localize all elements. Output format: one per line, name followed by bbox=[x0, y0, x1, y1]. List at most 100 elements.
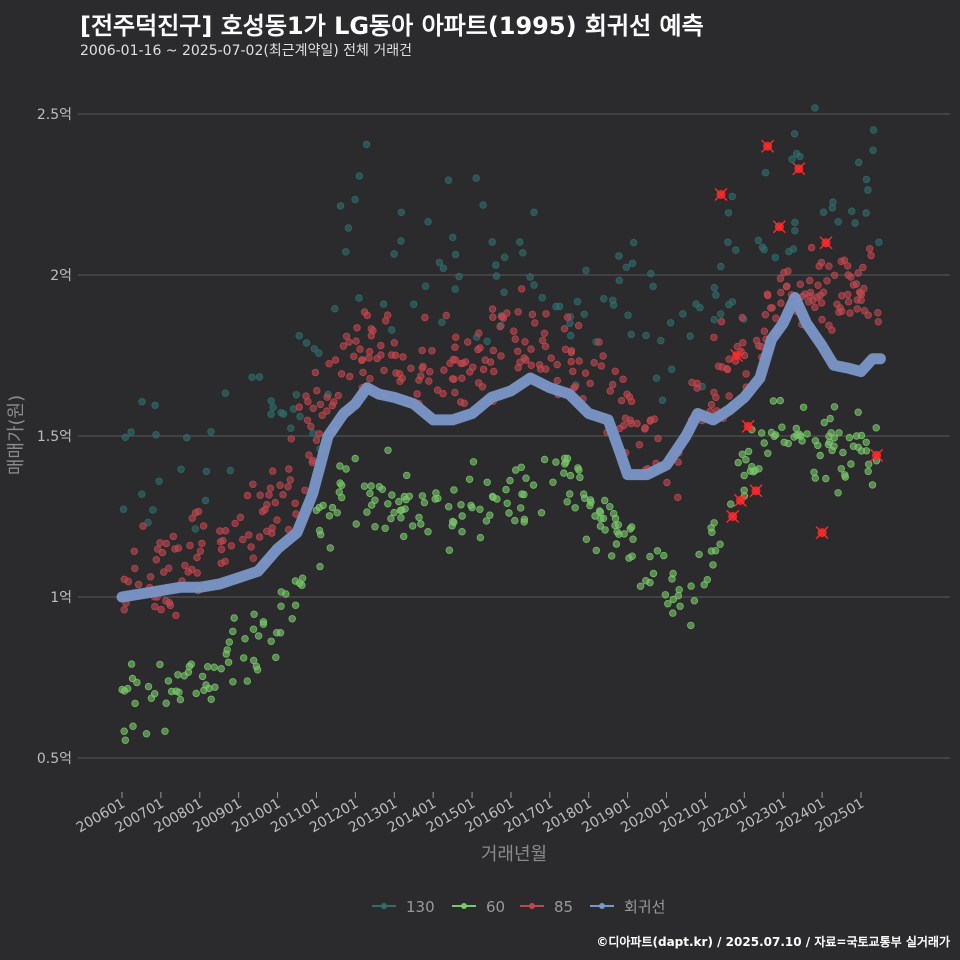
data-point-60 bbox=[502, 485, 510, 494]
data-point-60 bbox=[211, 683, 219, 691]
data-point-85 bbox=[367, 331, 375, 340]
data-point-85 bbox=[172, 611, 180, 620]
data-point-130 bbox=[277, 409, 285, 417]
data-point-60 bbox=[626, 525, 634, 533]
data-point-130 bbox=[302, 339, 311, 347]
regression-line bbox=[116, 292, 886, 603]
data-point-85 bbox=[331, 356, 340, 364]
data-point-60 bbox=[825, 438, 834, 446]
data-point-60 bbox=[776, 396, 784, 405]
data-point-85 bbox=[784, 267, 792, 275]
data-point-60 bbox=[834, 489, 842, 497]
data-point-60 bbox=[612, 540, 621, 548]
data-point-60 bbox=[387, 514, 395, 523]
data-point-85 bbox=[806, 276, 814, 285]
data-point-130 bbox=[451, 250, 460, 259]
data-point-85 bbox=[806, 288, 815, 297]
data-point-85 bbox=[567, 348, 575, 357]
data-point-130 bbox=[696, 303, 704, 312]
data-point-85 bbox=[162, 539, 170, 548]
data-point-60 bbox=[366, 489, 374, 498]
data-point-85 bbox=[451, 343, 459, 351]
data-point-85 bbox=[425, 377, 433, 385]
data-point-60 bbox=[254, 632, 263, 640]
data-point-60 bbox=[764, 449, 772, 457]
data-point-60 bbox=[537, 509, 546, 517]
data-point-130 bbox=[862, 209, 870, 217]
data-point-85 bbox=[469, 363, 477, 371]
data-point-130 bbox=[492, 272, 501, 280]
data-point-85 bbox=[567, 357, 575, 366]
data-point-130 bbox=[296, 412, 304, 421]
data-point-85 bbox=[291, 499, 299, 507]
data-point-85 bbox=[674, 493, 682, 502]
data-point-130 bbox=[649, 282, 657, 291]
data-point-60 bbox=[549, 478, 557, 486]
data-point-85 bbox=[635, 441, 644, 449]
data-point-60 bbox=[522, 474, 530, 482]
data-point-130 bbox=[438, 318, 446, 326]
data-point-60 bbox=[592, 546, 600, 555]
data-point-60 bbox=[336, 462, 344, 470]
data-point-85 bbox=[859, 263, 867, 272]
data-point-85 bbox=[120, 606, 128, 614]
data-point-130 bbox=[410, 300, 418, 308]
data-point-85 bbox=[760, 327, 769, 335]
data-point-60 bbox=[826, 414, 834, 423]
data-point-85 bbox=[717, 317, 726, 326]
data-point-60 bbox=[596, 508, 605, 516]
data-point-85 bbox=[560, 325, 569, 333]
data-point-60 bbox=[338, 493, 346, 502]
data-point-60 bbox=[415, 513, 423, 522]
data-point-85 bbox=[574, 321, 583, 330]
data-point-60 bbox=[835, 429, 843, 437]
data-point-130 bbox=[331, 305, 339, 313]
data-point-85 bbox=[249, 554, 257, 562]
data-point-85 bbox=[611, 367, 619, 375]
y-tick-label: 1.5억 bbox=[37, 429, 72, 445]
data-point-85 bbox=[186, 541, 194, 550]
data-point-60 bbox=[198, 672, 207, 681]
data-point-85 bbox=[227, 542, 236, 550]
data-point-130 bbox=[862, 175, 871, 184]
data-point-130 bbox=[790, 130, 799, 138]
data-point-85 bbox=[188, 514, 196, 522]
y-axis-title: 매매가(원) bbox=[6, 395, 27, 475]
data-point-85 bbox=[352, 337, 360, 345]
data-point-60 bbox=[253, 666, 262, 674]
data-point-130 bbox=[666, 319, 675, 327]
data-point-85 bbox=[849, 281, 858, 289]
data-point-85 bbox=[285, 465, 293, 473]
data-point-130 bbox=[710, 316, 718, 324]
data-point-85 bbox=[169, 532, 177, 541]
data-point-60 bbox=[703, 576, 711, 584]
data-point-130 bbox=[516, 238, 524, 246]
data-point-60 bbox=[822, 474, 830, 483]
data-point-60 bbox=[669, 609, 677, 617]
data-point-130 bbox=[732, 246, 740, 254]
data-point-85 bbox=[496, 322, 504, 331]
data-point-85 bbox=[318, 411, 326, 419]
data-point-85 bbox=[874, 318, 882, 326]
data-point-60 bbox=[857, 431, 866, 440]
data-point-60 bbox=[316, 562, 324, 571]
data-point-130 bbox=[869, 126, 878, 134]
data-point-85 bbox=[817, 299, 826, 307]
data-point-85 bbox=[312, 436, 321, 444]
data-point-130 bbox=[295, 332, 303, 340]
data-point-85 bbox=[337, 370, 346, 378]
data-point-85 bbox=[323, 407, 331, 415]
data-point-130 bbox=[292, 391, 300, 399]
data-point-60 bbox=[210, 663, 218, 671]
data-point-85 bbox=[339, 342, 348, 350]
data-point-60 bbox=[465, 475, 474, 483]
data-point-60 bbox=[276, 629, 285, 637]
data-point-130 bbox=[819, 208, 828, 216]
data-point-60 bbox=[128, 674, 137, 683]
data-point-130 bbox=[422, 282, 430, 290]
data-point-60 bbox=[520, 490, 528, 499]
data-point-85 bbox=[426, 368, 434, 376]
data-point-85 bbox=[844, 271, 852, 279]
data-point-85 bbox=[366, 375, 374, 383]
page-subtitle: 2006-01-16 ~ 2025-07-02(최근계약일) 전체 거래건 bbox=[80, 43, 412, 59]
